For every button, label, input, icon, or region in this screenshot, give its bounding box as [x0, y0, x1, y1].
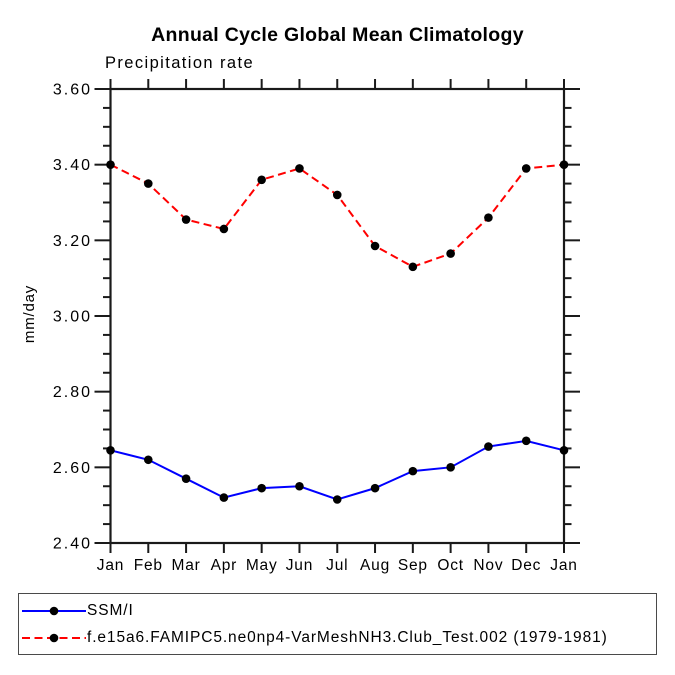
data-point: [143, 179, 153, 188]
data-point: [181, 474, 191, 483]
x-tick-label: Jul: [326, 557, 348, 574]
data-point: [370, 241, 380, 251]
legend-marker: [49, 606, 59, 615]
y-axis-unit-label: mm/day: [21, 285, 38, 343]
data-point: [332, 190, 342, 200]
data-point: [370, 483, 380, 493]
data-point: [484, 213, 493, 222]
legend-line-sample: [22, 633, 86, 642]
x-tick-label: Aug: [360, 557, 390, 574]
data-point: [559, 160, 569, 169]
x-tick-label: Jan: [97, 557, 124, 574]
x-tick-label: Jan: [550, 557, 577, 574]
legend-line-sample: [22, 606, 86, 615]
data-point: [332, 495, 342, 504]
chart-subtitle: Precipitation rate: [105, 54, 255, 72]
data-point: [408, 262, 418, 272]
data-point: [219, 493, 229, 502]
data-point: [219, 224, 229, 234]
y-tick-label: 2.60: [53, 460, 92, 477]
x-tick-label: Feb: [134, 557, 163, 574]
legend-label-0: SSM/I: [87, 601, 134, 619]
y-tick-label: 2.80: [53, 384, 92, 401]
data-point: [446, 249, 455, 258]
x-tick-label: Oct: [437, 557, 464, 574]
data-point: [408, 466, 418, 476]
data-point: [295, 164, 304, 173]
data-point: [446, 463, 455, 472]
data-point: [143, 455, 153, 465]
y-tick-label: 3.00: [53, 309, 92, 326]
y-tick-label: 2.40: [53, 536, 92, 553]
data-point: [257, 483, 266, 493]
x-tick-label: Mar: [172, 557, 201, 574]
data-point: [181, 215, 191, 224]
legend-box: SSM/I f.e15a6.FAMIPC5.ne0np4-VarMeshNH3.C…: [18, 593, 657, 655]
y-tick-label: 3.60: [53, 82, 92, 99]
data-point: [106, 160, 115, 169]
legend-entry-0: SSM/I: [21, 597, 656, 624]
x-tick-label: Dec: [511, 557, 541, 574]
data-point: [484, 442, 493, 451]
data-point: [559, 446, 569, 455]
y-tick-label: 3.40: [53, 157, 92, 174]
legend-label-1: f.e15a6.FAMIPC5.ne0np4-VarMeshNH3.Club_T…: [87, 628, 608, 646]
x-tick-label: Apr: [211, 557, 238, 574]
data-point: [521, 164, 531, 173]
data-point: [257, 175, 266, 185]
series-line-0: [110, 439, 565, 501]
series-line-1: [110, 163, 565, 268]
data-point: [521, 436, 531, 446]
y-tick-label: 3.20: [53, 233, 92, 250]
legend-entry-1: f.e15a6.FAMIPC5.ne0np4-VarMeshNH3.Club_T…: [21, 624, 656, 651]
x-tick-label: May: [246, 557, 278, 574]
x-tick-label: Sep: [398, 557, 428, 574]
data-point: [295, 481, 304, 491]
legend-marker: [49, 633, 59, 642]
x-tick-label: Nov: [473, 557, 503, 574]
x-tick-label: Jun: [286, 557, 313, 574]
chart-title: Annual Cycle Global Mean Climatology: [151, 24, 524, 46]
data-point: [106, 446, 115, 455]
